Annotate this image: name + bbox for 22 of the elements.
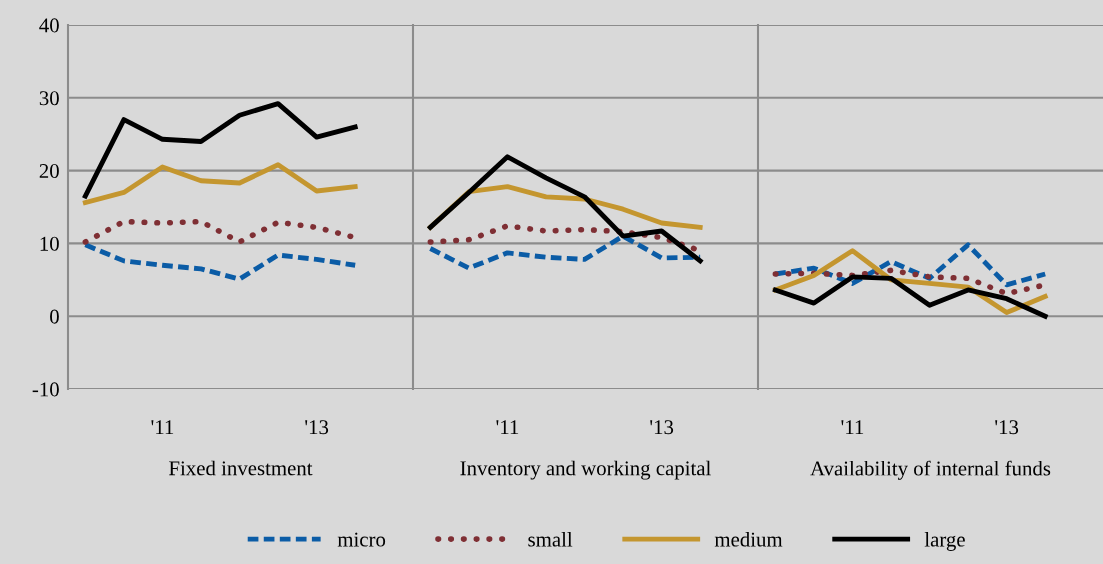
- y-tick-label: 20: [39, 163, 59, 179]
- y-tick-label: 0: [50, 309, 59, 324]
- line-series: [82, 162, 358, 206]
- x-axis-title: Availability of internal funds: [810, 460, 1051, 480]
- y-tick-label: 10: [40, 236, 59, 251]
- legend-label: large: [924, 531, 965, 551]
- x-tick-label: '13: [305, 420, 329, 435]
- x-tick-label: '11: [841, 420, 864, 435]
- line-series: [82, 101, 358, 199]
- legend-label: medium: [714, 531, 783, 547]
- x-axis-title: Fixed investment: [169, 460, 313, 476]
- x-axis-title: Inventory and working capital: [460, 460, 711, 480]
- legend-label: micro: [337, 532, 386, 547]
- y-tick-label: 40: [39, 18, 59, 33]
- x-tick-label: '11: [151, 420, 174, 435]
- x-tick-label: '13: [995, 420, 1019, 435]
- line-series: [82, 242, 358, 282]
- x-tick-label: '13: [650, 420, 674, 435]
- y-tick-label: -10: [32, 382, 59, 397]
- x-tick-label: '11: [496, 420, 519, 435]
- y-tick-label: 30: [39, 91, 59, 106]
- legend-label: small: [528, 531, 573, 547]
